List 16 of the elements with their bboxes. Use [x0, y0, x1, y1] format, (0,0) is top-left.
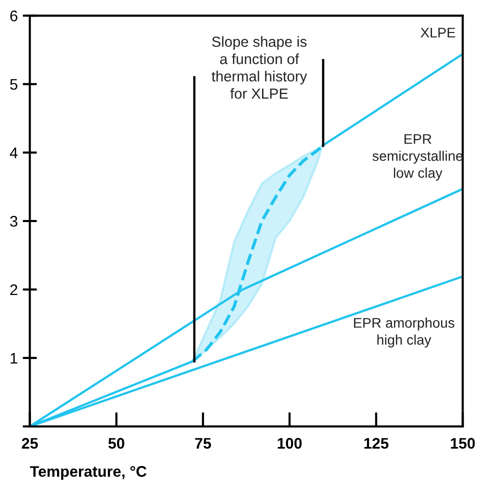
annotation: Slope shape is a function of thermal history for XLPE	[212, 36, 308, 99]
y-tick-label: 4	[10, 148, 18, 158]
y-tick-label: 5	[10, 79, 18, 90]
series-label: XLPE	[420, 28, 456, 38]
y-tick-label: 2	[10, 284, 18, 296]
x-tick-label: 25	[22, 438, 38, 449]
y-tick-label: 3	[10, 216, 18, 227]
x-tick-label: 125	[364, 438, 388, 449]
x-tick-label: 100	[278, 438, 302, 449]
y-tick-label: 6	[10, 10, 18, 22]
x-tick-label: 75	[195, 438, 212, 449]
x-tick-label: 150	[450, 438, 475, 449]
x-axis-title: Temperature, °C	[30, 466, 146, 480]
series-label: EPR amorphous high clay	[354, 318, 454, 348]
x-tick-label: 50	[108, 438, 124, 449]
y-tick-label: 1	[10, 352, 18, 364]
